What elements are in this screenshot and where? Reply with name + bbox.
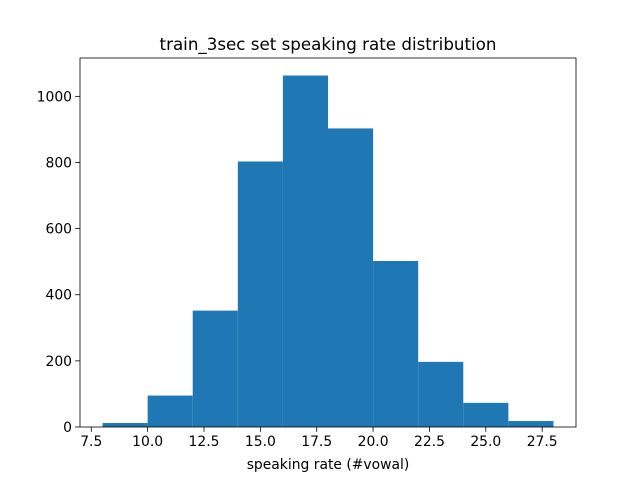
bar: [508, 421, 554, 427]
x-tick-label: 27.5: [527, 434, 558, 450]
x-axis-label: speaking rate (#vowal): [247, 457, 410, 473]
x-tick-label: 20.0: [358, 434, 389, 450]
plot-frame: [79, 57, 577, 428]
y-tick-label: 800: [45, 155, 72, 171]
y-tick-label: 1000: [37, 89, 72, 105]
bar: [102, 423, 148, 427]
x-tick-label: 7.5: [80, 434, 102, 450]
y-tick-label: 400: [45, 288, 72, 304]
bar: [237, 161, 283, 427]
chart-title: train_3sec set speaking rate distributio…: [160, 34, 497, 55]
bar: [192, 310, 238, 427]
bar: [463, 402, 509, 427]
y-tick-label: 600: [45, 222, 72, 238]
bar: [373, 261, 419, 427]
x-tick-label: 25.0: [470, 434, 501, 450]
bar: [418, 361, 464, 427]
y-tick-label: 200: [45, 354, 72, 370]
x-tick-label: 17.5: [301, 434, 332, 450]
y-tick-label: 0: [63, 420, 72, 436]
bar: [282, 75, 328, 427]
bar: [147, 395, 193, 427]
bar: [328, 128, 374, 427]
x-tick-label: 22.5: [414, 434, 445, 450]
x-tick-label: 10.0: [132, 434, 163, 450]
x-tick-label: 12.5: [189, 434, 220, 450]
x-tick-label: 15.0: [245, 434, 276, 450]
